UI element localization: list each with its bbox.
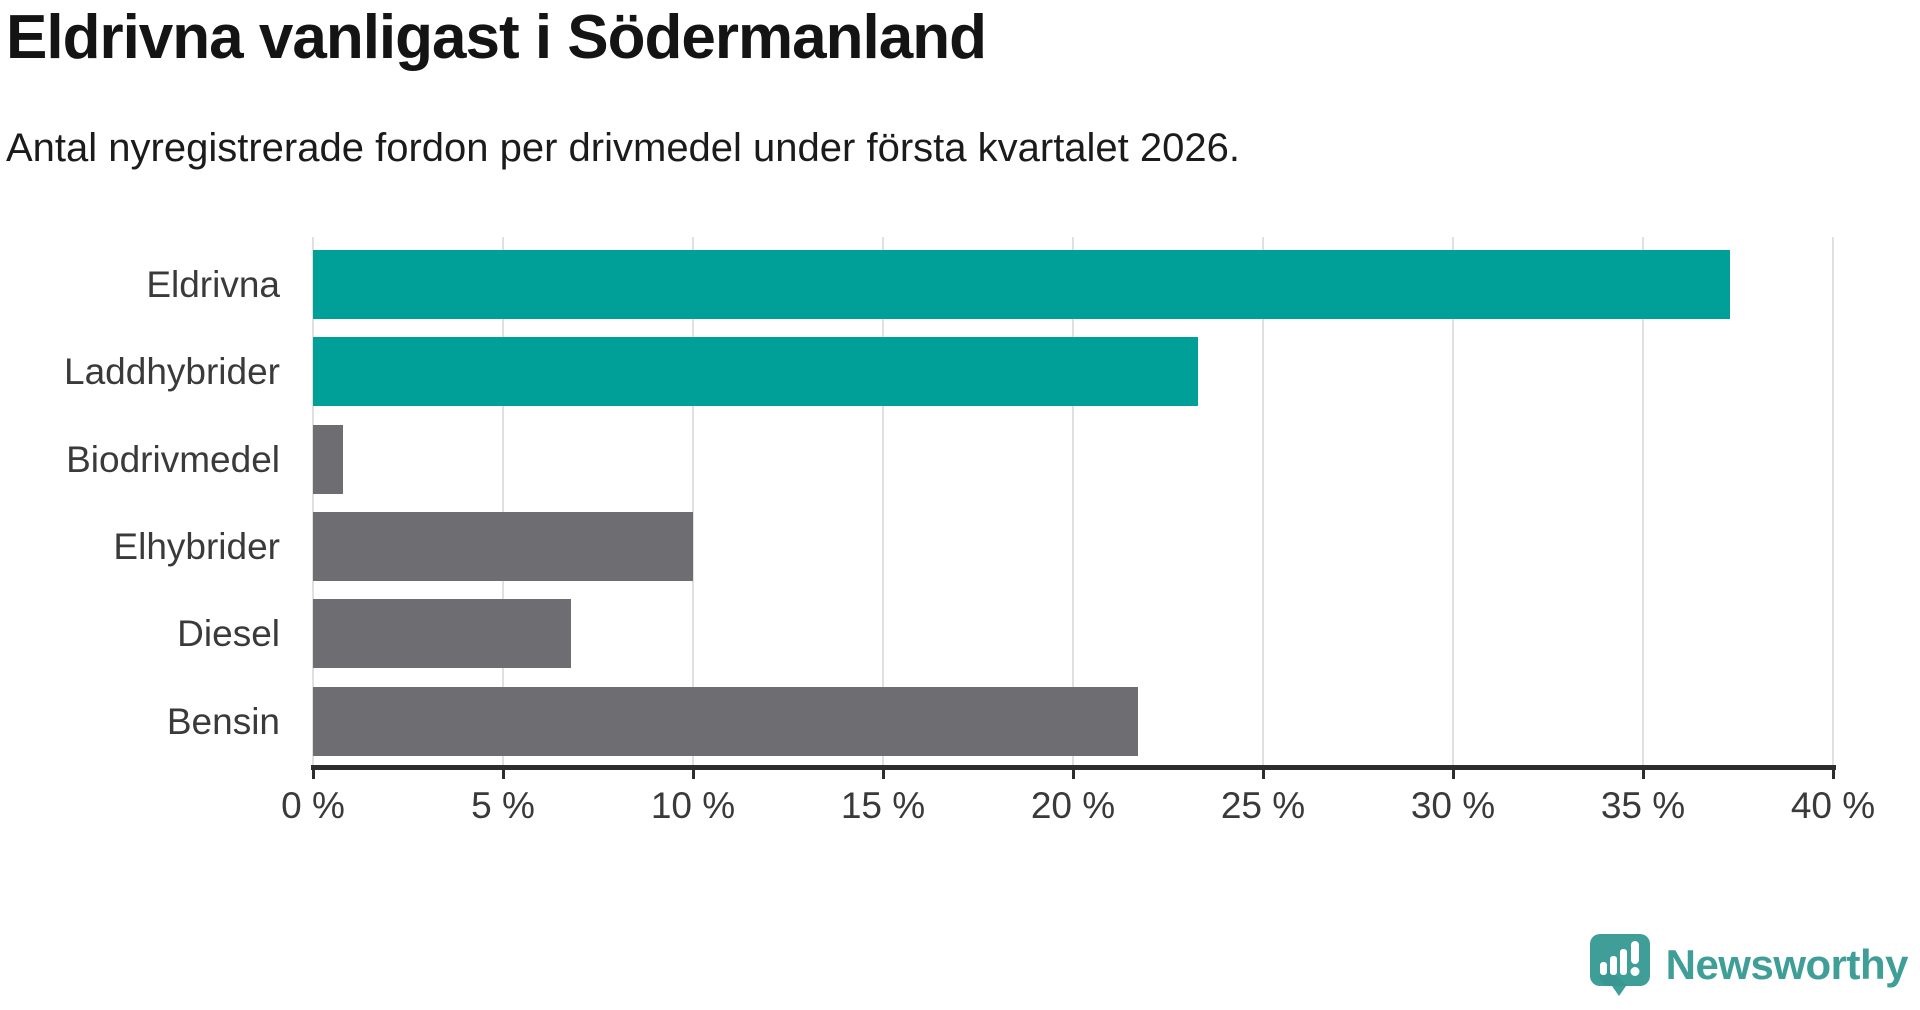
bar-diesel xyxy=(313,599,572,669)
x-tick-15 xyxy=(882,765,885,779)
x-tick-label-25: 25 % xyxy=(1220,785,1306,826)
bar-laddhybrider xyxy=(313,337,1199,407)
x-tick-label-35: 35 % xyxy=(1600,785,1686,826)
x-tick-35 xyxy=(1642,765,1645,779)
x-tick-label-5: 5 % xyxy=(471,785,535,826)
category-label-biodrivmedel: Biodrivmedel xyxy=(66,438,280,480)
x-tick-label-15: 15 % xyxy=(840,785,926,826)
category-label-elhybrider: Elhybrider xyxy=(113,525,280,567)
category-label-bensin: Bensin xyxy=(166,700,280,742)
gridline-30 xyxy=(1452,237,1454,765)
x-tick-40 xyxy=(1832,765,1835,779)
x-tick-5 xyxy=(502,765,505,779)
bar-eldrivna xyxy=(313,250,1731,319)
x-tick-label-20: 20 % xyxy=(1030,785,1116,826)
gridline-5 xyxy=(502,237,504,765)
x-tick-25 xyxy=(1262,765,1265,779)
bar-bensin xyxy=(313,686,1138,756)
category-label-diesel: Diesel xyxy=(177,613,280,655)
x-tick-20 xyxy=(1072,765,1075,779)
x-tick-0 xyxy=(312,765,315,779)
gridline-20 xyxy=(1072,237,1074,765)
x-tick-label-30: 30 % xyxy=(1410,785,1496,826)
chart-subtitle: Antal nyregistrerade fordon per drivmede… xyxy=(6,126,1241,170)
gridline-10 xyxy=(692,237,694,765)
chart-title: Eldrivna vanligast i Södermanland xyxy=(6,3,987,72)
brand-name: Newsworthy xyxy=(1665,941,1909,988)
brand-footer: Newsworthy xyxy=(1588,932,1909,998)
gridline-40 xyxy=(1832,237,1834,765)
x-tick-30 xyxy=(1452,765,1455,779)
x-axis-line xyxy=(311,765,1836,770)
gridline-0 xyxy=(312,237,314,765)
category-label-eldrivna: Eldrivna xyxy=(146,264,280,305)
bar-biodrivmedel xyxy=(313,424,344,494)
newsworthy-logo-icon xyxy=(1589,934,1650,996)
gridline-15 xyxy=(882,237,884,765)
gridline-25 xyxy=(1262,237,1264,765)
category-label-laddhybrider: Laddhybrider xyxy=(64,351,280,393)
gridline-35 xyxy=(1642,237,1644,765)
x-tick-label-0: 0 % xyxy=(281,785,345,826)
x-tick-label-10: 10 % xyxy=(650,785,736,826)
x-tick-10 xyxy=(692,765,695,779)
plot-area: 0 % 5 % 10 % 15 % 20 % 25 % 30 % 35 % 40 % Eldriv… xyxy=(64,237,1875,826)
bar-elhybrider xyxy=(313,511,693,581)
x-tick-label-40: 40 % xyxy=(1790,785,1876,826)
